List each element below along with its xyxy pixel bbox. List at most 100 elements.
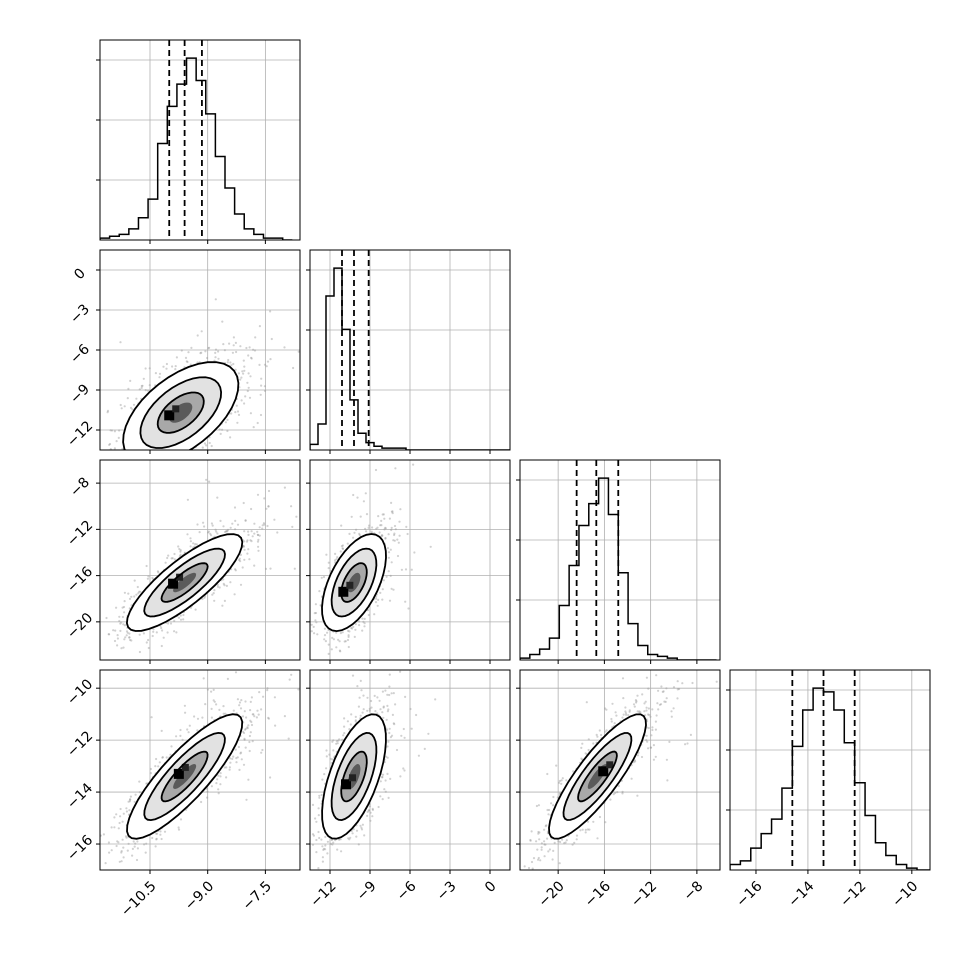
scatter-point [338,649,341,652]
scatter-point [407,607,410,610]
scatter-point [413,416,415,418]
scatter-point [67,525,69,527]
scatter-point [267,505,270,508]
scatter-point [406,532,409,536]
panel-content [100,671,300,865]
scatter-point [398,534,401,537]
scatter-point [121,606,124,609]
scatter-point [115,606,118,609]
scatter-point [363,625,366,628]
scatter-point [247,372,250,375]
scatter-point [234,528,237,531]
scatter-point [363,622,366,625]
scatter-point [108,851,111,854]
scatter-point [323,627,326,630]
scatter-point [173,619,176,622]
scatter-point [327,567,330,570]
scatter-point [126,849,129,852]
scatter-point [161,629,164,632]
scatter-point [223,766,226,769]
scatter-point [189,606,193,609]
scatter-point [382,513,385,516]
scatter-point [244,519,247,522]
scatter-point [396,554,400,558]
scatter-point [355,528,358,531]
scatter-point [121,820,124,823]
scatter-point [117,436,120,439]
scatter-point [113,447,116,450]
scatter-point [120,647,123,650]
scatter-point [113,816,116,819]
scatter-point [256,540,260,543]
scatter-point [246,727,249,730]
scatter-point [400,568,403,571]
scatter-point [412,463,415,466]
scatter-point [314,611,318,615]
scatter-point [118,619,121,623]
scatter-point [297,688,300,691]
scatter-point [210,522,213,525]
scatter-point [128,451,130,453]
scatter-point [118,429,121,432]
scatter-point [127,592,130,595]
scatter-point [235,757,238,760]
panel-3-3 [726,669,931,874]
scatter-point [177,828,181,831]
density-peak [168,578,179,589]
scatter-point [217,350,220,353]
density-fill-core [173,572,197,593]
scatter-point [243,558,246,561]
scatter-point [391,511,394,515]
scatter-point [234,341,237,344]
scatter-point [116,634,119,637]
scatter-point [335,631,338,634]
scatter-point [123,405,126,408]
contour-line [160,562,209,603]
panel-frame [519,459,721,661]
scatter-point [347,634,350,637]
scatter-point [353,635,356,639]
scatter-point [385,575,388,578]
scatter-point [139,478,141,480]
scatter-point [252,713,255,716]
scatter-point [157,469,159,471]
scatter-point [265,507,268,510]
scatter-point [126,397,129,400]
scatter-point [115,440,118,443]
scatter-point [390,561,393,564]
scatter-point [380,519,383,523]
scatter-point [171,365,174,368]
scatter-point [228,768,231,771]
scatter-point [368,524,371,527]
scatter-point [110,429,114,432]
scatter-point [393,533,396,537]
scatter-point [238,557,241,560]
scatter-point [137,592,140,595]
scatter-point [226,530,229,533]
scatter-point [155,453,157,455]
scatter-point [235,350,238,354]
scatter-point [156,463,158,465]
scatter-point [126,631,129,634]
scatter-point [169,622,173,625]
scatter-point [123,600,126,603]
scatter-point [157,457,159,459]
scatter-point [236,523,240,526]
scatter-point [170,557,173,560]
scatter-point [228,342,231,345]
scatter-point [189,545,192,548]
scatter-point [234,569,237,572]
scatter-point [158,761,161,764]
scatter-point [290,673,293,676]
scatter-point [239,707,243,710]
panel-frame [99,249,301,451]
scatter-point [179,553,182,557]
scatter-point [249,700,252,704]
scatter-point [142,474,144,476]
scatter-point [224,712,227,715]
panel-3-0 [96,669,301,874]
scatter-point [142,632,145,635]
scatter-point [229,361,232,364]
scatter-point [367,526,370,530]
scatter-point [392,588,395,591]
